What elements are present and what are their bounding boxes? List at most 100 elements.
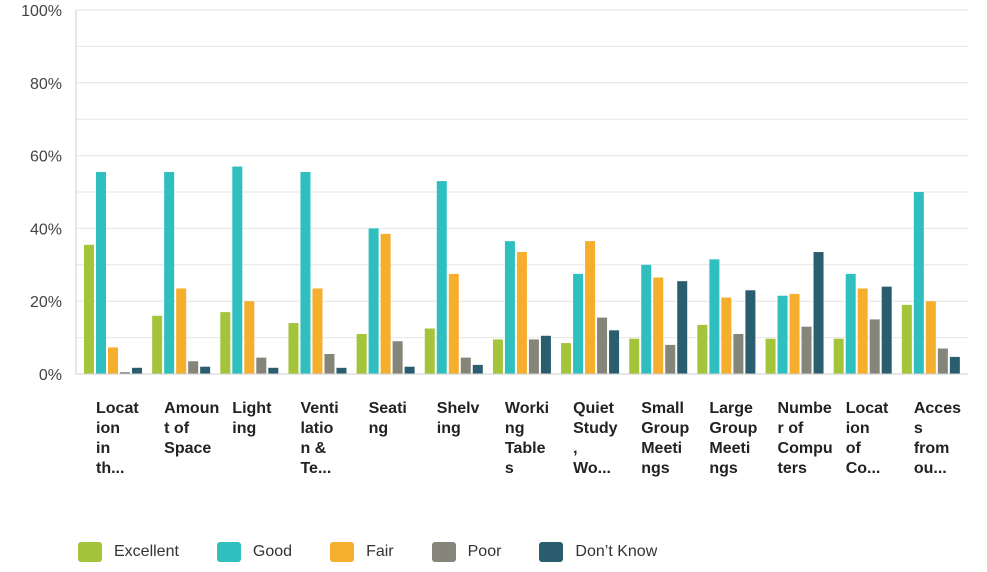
bar-excellent — [356, 333, 367, 374]
x-axis-category-labels: Locat ion in th... Amoun t of Space Light ing Ven… — [96, 400, 961, 477]
bar-don-t-know — [677, 281, 688, 374]
bar-good — [641, 264, 652, 374]
bar-excellent — [492, 339, 503, 374]
x-tick-label: Quiet Study, Wo... — [573, 400, 618, 477]
bar-excellent — [152, 315, 163, 374]
bar-don-t-know — [132, 367, 142, 374]
bar-good — [573, 273, 584, 374]
bar-fair — [244, 301, 255, 374]
bar-poor — [733, 333, 744, 374]
bar-fair — [653, 277, 664, 374]
x-tick-label: Numbe r of Compu ters — [778, 400, 833, 477]
legend-label: Don’t Know — [575, 543, 658, 560]
bar-don-t-know — [336, 367, 347, 374]
bar-poor — [324, 353, 335, 374]
bar-excellent — [901, 304, 912, 374]
bar-excellent — [424, 328, 435, 374]
bar-good — [164, 171, 175, 374]
bar-poor — [528, 339, 539, 374]
grid-lines — [76, 9, 968, 339]
bar-good — [777, 295, 788, 374]
bar-good — [845, 273, 856, 374]
bar-good — [368, 228, 379, 374]
y-tick-label: 100% — [21, 3, 62, 20]
bar-excellent — [765, 338, 776, 374]
bar-good — [913, 192, 924, 374]
x-tick-label: Locat ion in th... — [96, 400, 139, 477]
legend-label: Poor — [467, 543, 502, 560]
bar-poor — [120, 372, 130, 374]
x-tick-label: Worki ng Table s — [505, 400, 549, 477]
legend-swatch — [431, 542, 456, 562]
bar-excellent — [561, 343, 572, 374]
bar-excellent — [833, 338, 844, 374]
bar-fair — [176, 288, 187, 374]
axis-lines — [75, 10, 968, 375]
bar-fair — [312, 288, 323, 374]
bar-good — [436, 181, 447, 374]
bar-good — [709, 259, 720, 374]
bar-excellent — [220, 312, 231, 374]
bar-don-t-know — [745, 290, 756, 374]
bar-fair — [789, 293, 800, 374]
x-tick-label: Light ing — [232, 400, 272, 437]
x-tick-label: Seati ng — [369, 400, 407, 437]
bar-good — [232, 166, 243, 374]
legend-item: Good — [216, 542, 293, 562]
x-tick-label: Small Group Meeti ngs — [641, 400, 689, 477]
bar-poor — [801, 326, 812, 374]
legend-label: Excellent — [114, 543, 179, 560]
legend-swatch — [539, 542, 564, 562]
bar-don-t-know — [813, 252, 824, 374]
legend-swatch — [78, 542, 102, 562]
x-tick-label: Large Group Meeti ngs — [709, 400, 757, 477]
bar-poor — [597, 317, 608, 374]
bar-fair — [108, 347, 118, 374]
bar-poor — [869, 319, 880, 374]
bar-excellent — [697, 324, 708, 374]
bar-don-t-know — [609, 330, 620, 374]
bar-don-t-know — [404, 366, 415, 374]
bar-series-group — [84, 166, 960, 374]
y-tick-label: 0% — [39, 367, 62, 384]
bar-fair — [380, 233, 391, 374]
bar-poor — [392, 341, 403, 374]
legend-item: Poor — [431, 542, 502, 562]
x-tick-label: Venti latio n & Te... — [300, 400, 338, 477]
legend-swatch — [330, 542, 355, 562]
bar-good — [300, 171, 311, 374]
x-tick-label: Locat ion of Co... — [846, 400, 889, 477]
bar-poor — [665, 344, 676, 374]
bar-don-t-know — [949, 356, 960, 374]
bar-fair — [585, 241, 596, 374]
x-tick-label: Amoun t of Space — [164, 400, 219, 457]
bar-good — [504, 241, 515, 374]
bar-poor — [256, 357, 267, 374]
bar-poor — [460, 357, 471, 374]
legend-item: Don’t Know — [539, 542, 657, 562]
bar-fair — [925, 301, 936, 374]
bar-poor — [188, 361, 199, 374]
legend-item: Excellent — [78, 542, 179, 562]
x-tick-label: Acces s from ou... — [914, 400, 961, 477]
legend-label: Fair — [366, 543, 394, 560]
y-axis-tick-labels: 0% 20% 40% 60% 80% 100% — [21, 3, 62, 384]
y-tick-label: 80% — [30, 76, 62, 93]
bar-don-t-know — [472, 364, 483, 374]
bar-don-t-know — [540, 335, 551, 374]
legend-label: Good — [252, 543, 293, 560]
bar-fair — [448, 273, 459, 374]
bar-fair — [721, 297, 732, 374]
bar-good — [96, 171, 106, 374]
bar-excellent — [84, 244, 94, 374]
chart-legend: Excellent Good Fair Poor Don’t Know — [78, 540, 695, 564]
bar-poor — [937, 348, 948, 374]
legend-item: Fair — [330, 542, 394, 562]
y-tick-label: 60% — [30, 149, 62, 166]
bar-don-t-know — [881, 286, 892, 374]
y-tick-label: 20% — [30, 294, 62, 311]
y-tick-label: 40% — [30, 221, 62, 238]
bar-excellent — [288, 323, 299, 374]
legend-swatch — [216, 542, 241, 562]
